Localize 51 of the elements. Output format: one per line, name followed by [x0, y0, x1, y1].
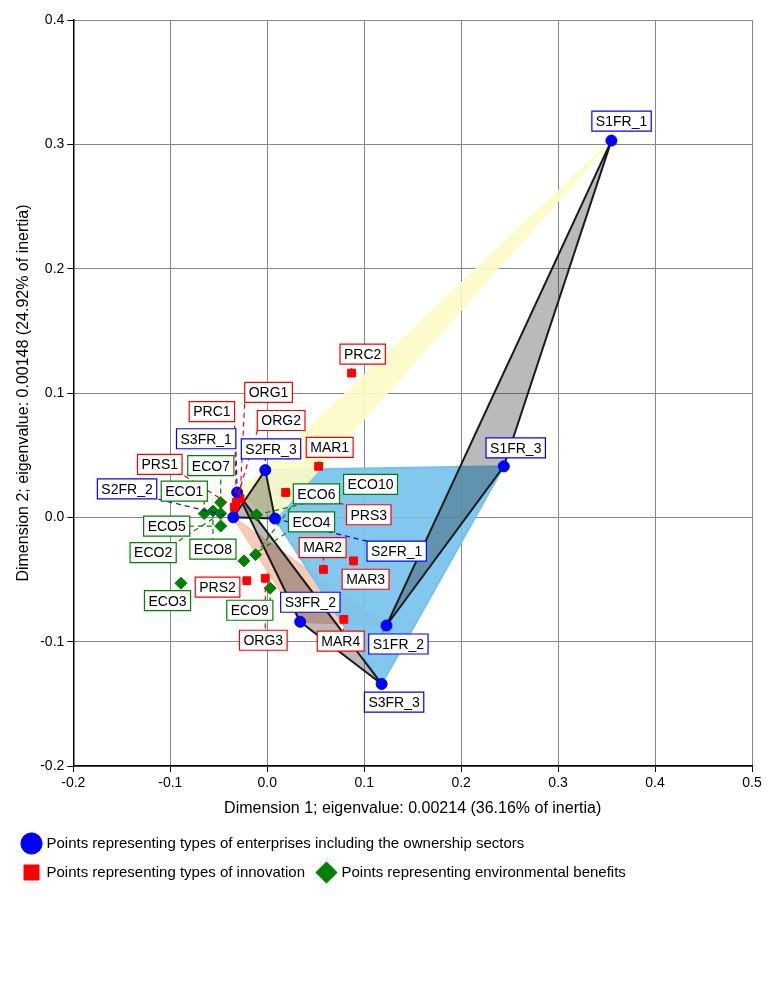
y-tick-label: 0.2: [44, 259, 65, 276]
data-label: PRC2: [344, 345, 382, 362]
y-tick-label: 0.3: [44, 135, 65, 152]
data-label: S1FR_2: [372, 635, 425, 652]
data-label: PRC1: [193, 403, 231, 420]
x-tick-label: 0.4: [645, 774, 665, 791]
y-tick-label: 0.1: [44, 383, 65, 400]
data-label: S3FR_1: [180, 430, 233, 447]
data-label: ECO4: [292, 513, 331, 530]
data-label: ECO6: [297, 485, 336, 502]
data-label: ORG1: [248, 384, 289, 401]
x-tick-label: 0.1: [354, 774, 375, 791]
data-label: S1FR_1: [595, 112, 648, 129]
data-label: ORG3: [243, 632, 284, 649]
data-label: ORG2: [261, 412, 302, 429]
data-label: MAR3: [346, 571, 386, 588]
y-tick-label: -0.1: [40, 632, 65, 649]
legend-label: Points representing types of enterprises including the ownership sectors: [46, 833, 525, 851]
data-label: MAR4: [321, 632, 361, 649]
data-label: S2FR_1: [371, 543, 423, 560]
data-label: S2FR_3: [245, 440, 297, 457]
data-label: S3FR_2: [284, 594, 337, 611]
data-label: ECO3: [148, 592, 187, 609]
data-label: ECO1: [165, 483, 204, 500]
data-label: ECO7: [191, 457, 231, 474]
legend-label: Points representing types of innovation: [46, 862, 305, 880]
data-label: MAR2: [303, 539, 343, 556]
data-label: S2FR_2: [101, 480, 153, 497]
x-tick-label: 0.2: [451, 774, 472, 791]
legend-label: Points representing environmental benefits: [341, 862, 626, 880]
x-tick-label: -0.1: [158, 774, 183, 791]
y-tick-label: 0.4: [44, 10, 65, 27]
data-label: S1FR_3: [490, 439, 542, 456]
x-tick-label: -0.2: [61, 774, 86, 791]
x-axis-title: Dimension 1; eigenvalue: 0.00214 (36.16% of inertia): [224, 798, 602, 816]
y-tick-label: -0.2: [40, 756, 65, 773]
x-tick-label: 0.0: [257, 774, 278, 791]
data-label: PRS2: [199, 578, 237, 595]
y-axis-title: Dimension 2; eigenvalue: 0.00148 (24.92% of inertia): [14, 204, 32, 582]
data-label: ECO5: [147, 517, 186, 534]
data-label: PRS3: [350, 506, 388, 523]
data-label: ECO9: [230, 602, 270, 619]
data-label: MAR1: [310, 439, 350, 456]
data-label: ECO10: [347, 476, 394, 493]
data-label: S3FR_3: [368, 693, 420, 710]
x-tick-label: 0.3: [548, 774, 569, 791]
y-tick-label: 0.0: [44, 508, 65, 525]
data-label: PRS1: [141, 456, 179, 473]
data-label: ECO8: [193, 540, 233, 557]
data-label: ECO2: [134, 544, 173, 561]
x-tick-label: 0.5: [742, 774, 762, 791]
